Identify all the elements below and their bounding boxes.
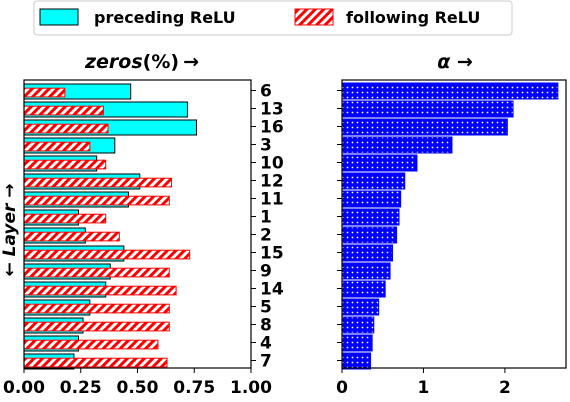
bar-alpha-11 — [341, 190, 402, 208]
bar-following-2 — [23, 231, 120, 242]
left-ytick-label-14: 14 — [260, 280, 284, 300]
left-ytick-label-3: 3 — [260, 136, 272, 156]
left-ytick-label-15: 15 — [260, 244, 284, 264]
left-ytick-label-8: 8 — [260, 316, 272, 336]
bar-alpha-12 — [341, 172, 406, 190]
right-xtick-label-0: 0 — [336, 378, 348, 398]
legend-swatch-following — [294, 8, 334, 26]
right-xtick-label-2: 2 — [499, 378, 511, 398]
left-xtick-label-4: 1.00 — [230, 378, 272, 398]
bar-alpha-4 — [341, 334, 373, 352]
left-ytick-label-4: 4 — [260, 334, 272, 354]
bar-following-10 — [23, 159, 107, 170]
bar-alpha-7 — [341, 352, 372, 370]
left-ytick-label-16: 16 — [260, 118, 284, 138]
bar-following-14 — [23, 285, 177, 296]
bar-alpha-9 — [341, 262, 391, 280]
left-ytick-label-10: 10 — [260, 154, 284, 174]
left-ytick-label-6: 6 — [260, 82, 272, 102]
left-ytick-label-13: 13 — [260, 100, 284, 120]
right-panel-title: α → — [437, 51, 473, 73]
bar-alpha-13 — [341, 100, 514, 118]
bar-alpha-10 — [341, 154, 418, 172]
bar-following-1 — [23, 213, 107, 224]
right-xtick-label-1: 1 — [418, 378, 430, 398]
bar-following-6 — [23, 87, 66, 98]
bar-alpha-5 — [341, 298, 380, 316]
left-ytick-label-9: 9 — [260, 262, 272, 282]
bar-following-16 — [23, 123, 109, 134]
bar-following-13 — [23, 105, 104, 116]
bar-alpha-14 — [341, 280, 386, 298]
left-xtick-label-1: 0.25 — [60, 378, 102, 398]
bar-alpha-8 — [341, 316, 375, 334]
left-ytick-label-7: 7 — [260, 352, 272, 372]
bar-following-12 — [23, 177, 173, 188]
legend: preceding ReLU following ReLU — [33, 0, 513, 36]
left-title-suffix: (%) — [143, 51, 179, 73]
bar-following-15 — [23, 249, 191, 260]
bar-following-5 — [23, 303, 170, 314]
legend-swatch-preceding — [39, 8, 79, 26]
legend-label-following: following ReLU — [346, 8, 480, 27]
bar-alpha-6 — [341, 82, 559, 100]
left-panel-title: zeros(%) → — [84, 51, 199, 73]
left-title-arrow: → — [183, 51, 199, 73]
left-ytick-label-12: 12 — [260, 172, 284, 192]
bar-alpha-16 — [341, 118, 508, 136]
bar-alpha-1 — [341, 208, 400, 226]
left-xtick-label-3: 0.75 — [173, 378, 215, 398]
bar-following-3 — [23, 141, 91, 152]
bar-alpha-3 — [341, 136, 453, 154]
bar-following-11 — [23, 195, 170, 206]
left-ytick-label-2: 2 — [260, 226, 272, 246]
left-xtick-label-2: 0.50 — [117, 378, 159, 398]
legend-frame — [33, 0, 513, 36]
legend-label-preceding: preceding ReLU — [94, 8, 236, 27]
left-ytick-label-1: 1 — [260, 208, 272, 228]
bar-following-8 — [23, 321, 170, 332]
bar-following-9 — [23, 267, 170, 278]
right-plot: 0 1 2 — [336, 79, 567, 398]
left-xtick-label-0: 0.00 — [3, 378, 45, 398]
left-ylabel: ← Layer → — [0, 183, 20, 276]
bar-following-4 — [23, 339, 159, 350]
bar-alpha-15 — [341, 244, 394, 262]
left-title-prefix: zeros — [84, 51, 143, 73]
bar-following-7 — [23, 357, 168, 368]
right-plot-frame — [341, 79, 567, 369]
left-ytick-label-5: 5 — [260, 298, 272, 318]
left-ytick-label-11: 11 — [260, 190, 284, 210]
bar-alpha-2 — [341, 226, 398, 244]
